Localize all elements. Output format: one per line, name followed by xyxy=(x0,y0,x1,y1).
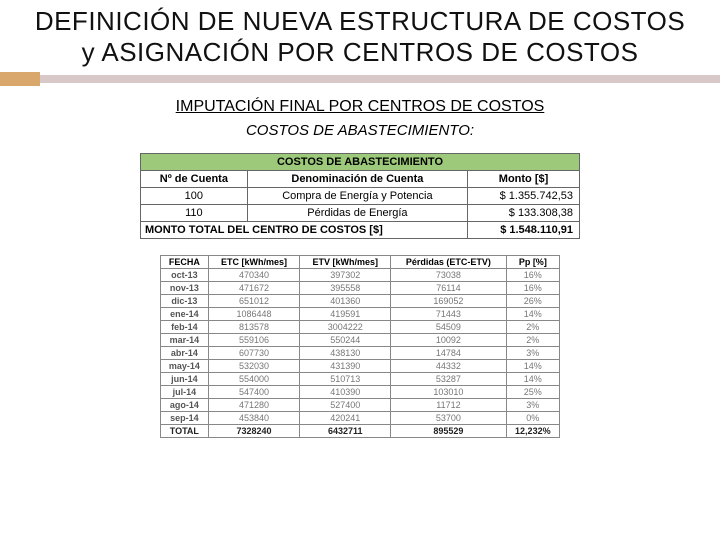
col-amount: Monto [$] xyxy=(468,171,580,188)
table-row: ene-1410864484195917144314% xyxy=(161,308,560,321)
table-row: jun-145540005107135328714% xyxy=(161,373,560,386)
accent-block xyxy=(0,72,40,86)
table-row: jul-1454740041039010301025% xyxy=(161,386,560,399)
col-perdidas: Pérdidas (ETC-ETV) xyxy=(391,256,506,269)
table-row: may-145320304313904433214% xyxy=(161,360,560,373)
accent-line xyxy=(40,75,720,83)
accent-bar xyxy=(0,72,720,86)
subtitle-1: IMPUTACIÓN FINAL POR CENTROS DE COSTOS xyxy=(0,98,720,116)
table-row: feb-148135783004222545092% xyxy=(161,321,560,334)
table-row: dic-1365101240136016905226% xyxy=(161,295,560,308)
col-fecha: FECHA xyxy=(161,256,209,269)
table-row: nov-134716723955587611416% xyxy=(161,282,560,295)
total-row: TOTAL 7328240 6432711 895529 12,232% xyxy=(161,425,560,438)
costs-table: COSTOS DE ABASTECIMIENTO Nº de Cuenta De… xyxy=(140,153,580,239)
subtitle-2: COSTOS DE ABASTECIMIENTO: xyxy=(0,122,720,139)
table-row: oct-134703403973027303816% xyxy=(161,269,560,282)
table-row: 100 Compra de Energía y Potencia $ 1.355… xyxy=(141,188,580,205)
costs-table-header: COSTOS DE ABASTECIMIENTO xyxy=(141,154,580,171)
table-row: abr-14607730438130147843% xyxy=(161,347,560,360)
table-row: ago-14471280527400117123% xyxy=(161,399,560,412)
col-etc: ETC [kWh/mes] xyxy=(208,256,300,269)
monthly-table: FECHA ETC [kWh/mes] ETV [kWh/mes] Pérdid… xyxy=(160,255,560,438)
page-title: DEFINICIÓN DE NUEVA ESTRUCTURA DE COSTOS… xyxy=(0,0,720,68)
col-account-no: Nº de Cuenta xyxy=(141,171,248,188)
col-etv: ETV [kWh/mes] xyxy=(300,256,391,269)
total-row: MONTO TOTAL DEL CENTRO DE COSTOS [$] $ 1… xyxy=(141,222,580,239)
table-row: 110 Pérdidas de Energía $ 133.308,38 xyxy=(141,205,580,222)
table-row: sep-14453840420241537000% xyxy=(161,412,560,425)
table-row: mar-14559106550244100922% xyxy=(161,334,560,347)
col-pp: Pp [%] xyxy=(506,256,559,269)
col-account-name: Denominación de Cuenta xyxy=(247,171,467,188)
